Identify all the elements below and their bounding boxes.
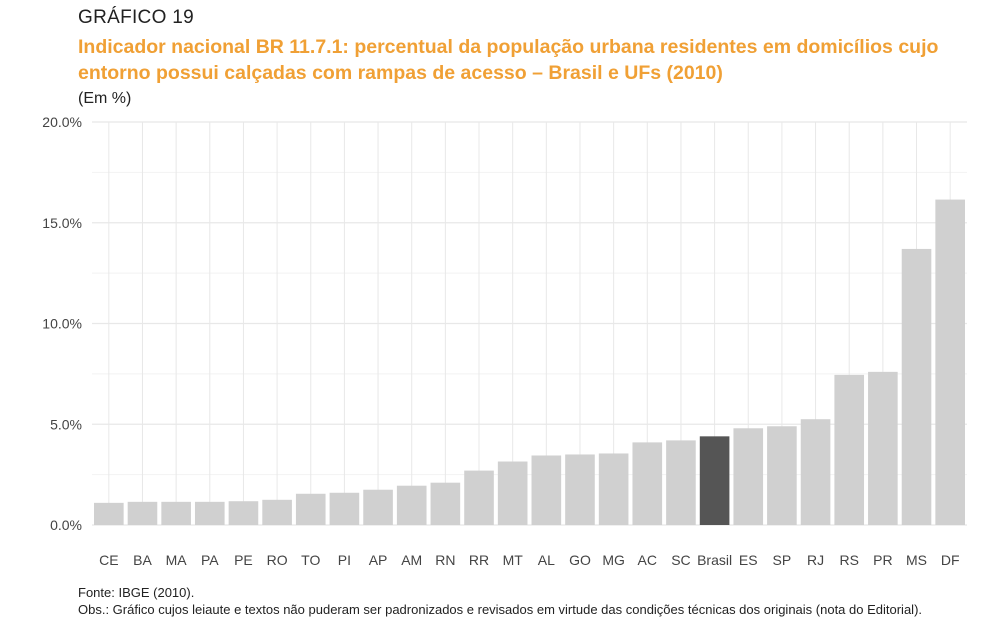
- x-tick-label: RS: [839, 552, 858, 568]
- bar-brasil: [699, 436, 730, 525]
- bar: [531, 455, 562, 525]
- x-tick-label: MT: [503, 552, 524, 568]
- bar-chart: 0.0% 5.0% 10.0% 15.0% 20.0% CE BA MA PA PE RO TO PI A…: [42, 114, 967, 568]
- bar: [497, 461, 528, 525]
- x-tick-label: AL: [538, 552, 555, 568]
- bar: [262, 499, 292, 525]
- bar: [733, 428, 764, 525]
- figure-label: GRÁFICO 19: [78, 7, 194, 28]
- x-tick-label: MA: [166, 552, 188, 568]
- x-tick-label: BA: [133, 552, 152, 568]
- x-tick-label: PI: [338, 552, 351, 568]
- y-tick-label: 10.0%: [42, 316, 82, 332]
- bar: [464, 470, 494, 525]
- x-tick-label: PA: [201, 552, 219, 568]
- bar: [363, 489, 393, 525]
- bar: [868, 371, 898, 525]
- y-tick-label: 5.0%: [50, 416, 82, 432]
- y-tick-label: 0.0%: [50, 517, 82, 533]
- x-tick-label: AP: [369, 552, 388, 568]
- x-tick-label: DF: [941, 552, 960, 568]
- bar: [94, 502, 124, 525]
- x-tick-label: MS: [906, 552, 927, 568]
- x-tick-label: AC: [638, 552, 657, 568]
- bar: [228, 501, 259, 525]
- x-tick-label: ES: [739, 552, 758, 568]
- bar: [127, 501, 158, 525]
- bar: [834, 374, 865, 525]
- footer: Fonte: IBGE (2010). Obs.: Gráfico cujos …: [78, 584, 922, 618]
- bar: [901, 248, 932, 525]
- bar: [430, 482, 461, 525]
- x-tick-label: RR: [469, 552, 489, 568]
- bar: [767, 426, 797, 525]
- bar: [800, 419, 831, 525]
- chart-title: Indicador nacional BR 11.7.1: percentual…: [78, 36, 939, 84]
- x-tick-label: RO: [267, 552, 288, 568]
- y-tick-label: 15.0%: [42, 215, 82, 231]
- x-tick-label: SC: [671, 552, 690, 568]
- x-tick-label: PR: [873, 552, 892, 568]
- bar: [329, 492, 360, 525]
- bar: [565, 454, 595, 525]
- source-note: Fonte: IBGE (2010).: [78, 585, 195, 600]
- x-tick-label: Brasil: [697, 552, 732, 568]
- unit-label: (Em %): [78, 90, 132, 107]
- x-tick-label: SP: [773, 552, 792, 568]
- y-tick-label: 20.0%: [42, 114, 82, 130]
- x-tick-label: RJ: [807, 552, 824, 568]
- bar: [194, 501, 225, 525]
- bar: [161, 501, 191, 525]
- x-tick-label: MG: [602, 552, 625, 568]
- bar: [632, 442, 663, 525]
- bar: [666, 440, 696, 525]
- x-tick-label: CE: [99, 552, 118, 568]
- x-tick-label: AM: [401, 552, 422, 568]
- x-tick-label: RN: [435, 552, 455, 568]
- bar: [598, 453, 629, 525]
- bar: [295, 493, 326, 525]
- bar: [396, 485, 427, 525]
- x-tick-label: TO: [301, 552, 320, 568]
- x-tick-label: PE: [234, 552, 253, 568]
- x-tick-label: GO: [569, 552, 591, 568]
- bar: [935, 199, 965, 525]
- observation-note: Obs.: Gráfico cujos leiaute e textos não…: [78, 602, 923, 617]
